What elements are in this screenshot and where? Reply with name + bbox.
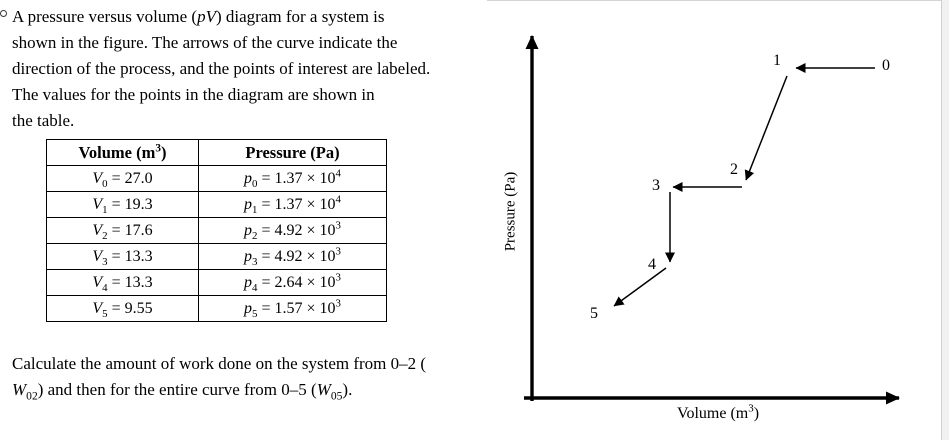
- table-row: V1 = 19.3 p1 = 1.37 × 104: [46, 191, 387, 218]
- point-label-3: 3: [652, 177, 660, 194]
- table-row: V4 = 13.3 p4 = 2.64 × 103: [46, 269, 387, 296]
- problem-bullet-icon: [0, 10, 7, 17]
- point-label-1: 1: [773, 52, 781, 69]
- table-row: V5 = 9.55 p5 = 1.57 × 103: [46, 295, 387, 322]
- segment-1-2: [744, 75, 788, 181]
- point-label-4: 4: [648, 256, 656, 273]
- point-label-5: 5: [590, 305, 598, 322]
- table-row: V2 = 17.6 p2 = 4.92 × 103: [46, 217, 387, 244]
- volume-cell: V4 = 13.3: [46, 269, 199, 296]
- table-header-row: Volume (m3) Pressure (Pa): [46, 139, 387, 166]
- y-axis-label: Pressure (Pa): [502, 171, 519, 252]
- table-row: V3 = 13.3 p3 = 4.92 × 103: [46, 243, 387, 270]
- volume-cell: V2 = 17.6: [46, 217, 199, 244]
- point-label-0: 0: [882, 57, 890, 74]
- question-text: Calculate the amount of work done on the…: [12, 354, 427, 403]
- x-axis-label: Volume (m3): [676, 402, 760, 422]
- volume-cell: V1 = 19.3: [46, 191, 199, 218]
- pressure-header: Pressure (Pa): [198, 139, 387, 166]
- table-row: V0 = 27.0 p0 = 1.37 × 104: [46, 165, 387, 192]
- pressure-cell: p3 = 4.92 × 103: [198, 243, 387, 270]
- pressure-cell: p1 = 1.37 × 104: [198, 191, 387, 218]
- problem-statement: A pressure versus volume (pV) diagram fo…: [12, 7, 431, 130]
- pressure-cell: p2 = 4.92 × 103: [198, 217, 387, 244]
- volume-cell: V3 = 13.3: [46, 243, 199, 270]
- volume-cell: V5 = 9.55: [46, 295, 199, 322]
- pressure-cell: p5 = 1.57 × 103: [198, 295, 387, 322]
- values-table: Volume (m3) Pressure (Pa) V0 = 27.0 p0 =…: [46, 139, 387, 322]
- pressure-cell: p4 = 2.64 × 103: [198, 269, 387, 296]
- scrollbar-track[interactable]: [941, 0, 949, 440]
- volume-cell: V0 = 27.0: [46, 165, 199, 192]
- pressure-cell: p0 = 1.37 × 104: [198, 165, 387, 192]
- pv-diagram: 0 1 2 3 4 5 Pressure (Pa) Volume (m3): [480, 0, 949, 440]
- point-label-2: 2: [730, 161, 738, 178]
- top-border: [487, 0, 949, 1]
- pv-diagram-svg: [524, 35, 900, 405]
- segment-4-5: [613, 267, 667, 307]
- volume-header: Volume (m3): [46, 139, 199, 166]
